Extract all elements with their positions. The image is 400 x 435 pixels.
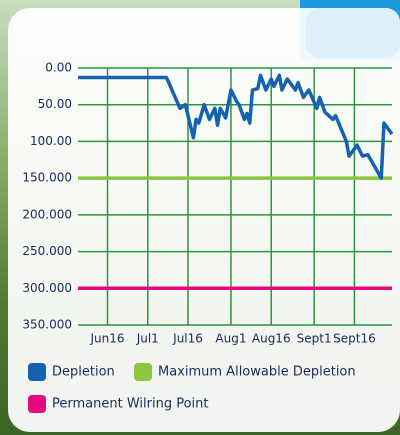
x-tick-label: Sept16 [333, 332, 376, 346]
legend-label: Depletion [52, 365, 115, 380]
x-tick-label: Jul1 [136, 332, 159, 346]
x-tick-label: Jun16 [90, 332, 125, 346]
y-tick-label: 200.000 [22, 207, 72, 221]
legend-swatch [28, 363, 46, 381]
x-tick-label: Aug1 [215, 332, 246, 346]
legend-label: Maximum Allowable Depletion [158, 365, 356, 380]
x-tick-label: Sept1 [297, 332, 332, 346]
y-tick-label: 350.000 [22, 318, 72, 332]
legend-swatch [28, 395, 46, 413]
card-corner [306, 8, 400, 58]
y-tick-label: 50.00 [38, 97, 72, 111]
legend-swatch [134, 363, 152, 381]
y-tick-label: 250.000 [22, 244, 72, 258]
y-tick-label: 300.000 [22, 281, 72, 295]
y-tick-label: 150.000 [22, 171, 72, 185]
x-tick-label: Jul16 [172, 332, 203, 346]
legend-label: Permanent Wilring Point [52, 397, 208, 412]
x-tick-label: Aug16 [252, 332, 291, 346]
y-tick-label: 0.00 [45, 61, 72, 75]
screen: 0.00 50.00 100.00 150.000 200.000 250.000 300.… [0, 0, 400, 435]
y-tick-label: 100.00 [30, 134, 72, 148]
